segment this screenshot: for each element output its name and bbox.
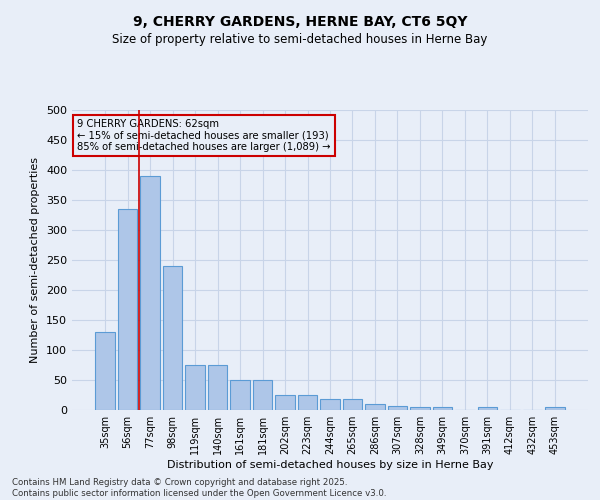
Bar [388,406,407,410]
Bar [320,399,340,410]
Bar [185,365,205,410]
X-axis label: Distribution of semi-detached houses by size in Herne Bay: Distribution of semi-detached houses by … [167,460,493,470]
Text: Size of property relative to semi-detached houses in Herne Bay: Size of property relative to semi-detach… [112,32,488,46]
Bar [95,332,115,410]
Bar [275,395,295,410]
Bar [118,209,137,410]
Bar [140,176,160,410]
Text: 9 CHERRY GARDENS: 62sqm
← 15% of semi-detached houses are smaller (193)
85% of s: 9 CHERRY GARDENS: 62sqm ← 15% of semi-de… [77,119,331,152]
Text: Contains HM Land Registry data © Crown copyright and database right 2025.
Contai: Contains HM Land Registry data © Crown c… [12,478,386,498]
Bar [253,380,272,410]
Bar [478,407,497,410]
Bar [163,266,182,410]
Text: 9, CHERRY GARDENS, HERNE BAY, CT6 5QY: 9, CHERRY GARDENS, HERNE BAY, CT6 5QY [133,15,467,29]
Bar [410,407,430,410]
Bar [298,395,317,410]
Bar [365,404,385,410]
Bar [545,407,565,410]
Bar [230,380,250,410]
Bar [208,365,227,410]
Bar [343,399,362,410]
Y-axis label: Number of semi-detached properties: Number of semi-detached properties [31,157,40,363]
Bar [433,407,452,410]
